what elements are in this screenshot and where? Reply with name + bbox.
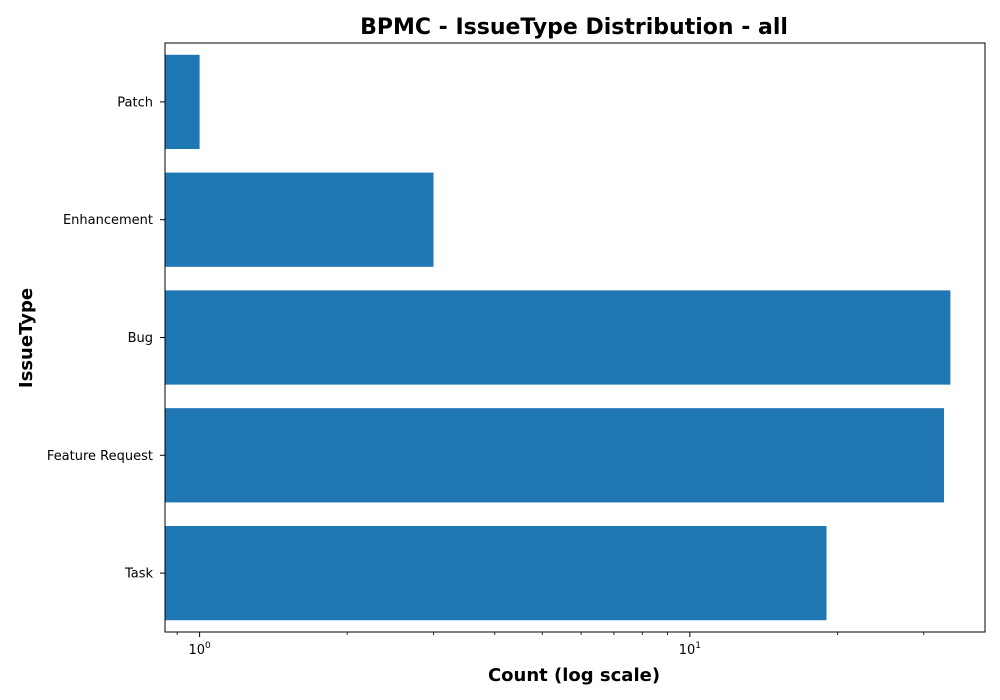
x-ticks-group: 100 101 — [177, 632, 924, 658]
bar-feature-request — [165, 408, 944, 502]
y-tick-label-feature-request: Feature Request — [47, 449, 153, 464]
chart-title: BPMC - IssueType Distribution - all — [360, 15, 788, 40]
y-tick-label-patch: Patch — [117, 95, 153, 110]
bar-task — [165, 526, 827, 620]
y-tick-label-bug: Bug — [128, 331, 153, 346]
y-tick-label-task: Task — [124, 567, 154, 582]
x-tick-label: 100 — [188, 641, 211, 658]
bars-group — [165, 55, 950, 620]
bar-patch — [165, 55, 200, 149]
bar-enhancement — [165, 173, 434, 267]
x-axis-label: Count (log scale) — [488, 665, 660, 686]
y-ticks-group: Task Feature Request Bug Enhancement Patch — [47, 95, 165, 581]
x-tick-label: 101 — [679, 641, 701, 658]
y-tick-label-enhancement: Enhancement — [63, 213, 153, 228]
bar-bug — [165, 290, 950, 384]
y-axis-label: IssueType — [16, 288, 37, 388]
